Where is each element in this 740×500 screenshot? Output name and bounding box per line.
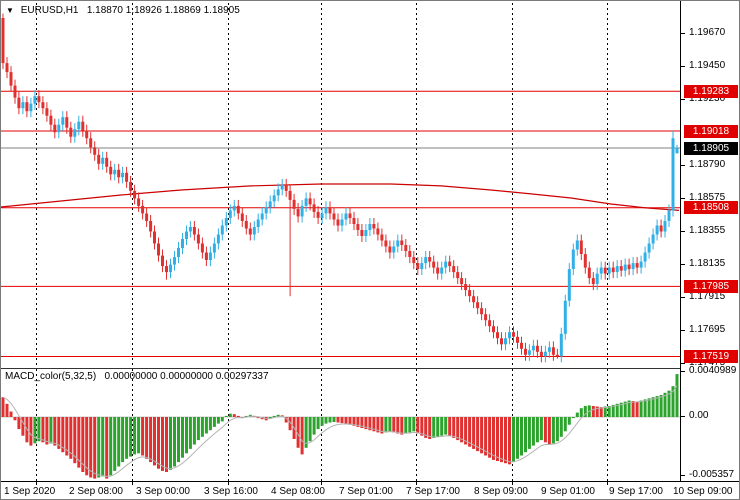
time-tick-label: 9 Sep 17:00 (609, 486, 663, 497)
symbol-dropdown-icon[interactable]: ▼ (6, 6, 14, 15)
time-tick-mark (416, 482, 417, 485)
time-tick-mark (228, 482, 229, 485)
level-price-badge: 1.18508 (684, 201, 738, 214)
time-tick-label: 1 Sep 2020 (4, 486, 56, 497)
price-tick-mark (681, 165, 685, 166)
macd-title: MACD_color(5,32,5) 0.00000000 0.00000000… (5, 371, 269, 382)
chart-title: ▼ EURUSD,H1 1.18870 1.18926 1.18869 1.18… (6, 5, 240, 16)
current-price-badge: 1.18905 (684, 142, 738, 155)
price-tick-label: 1.18575 (689, 192, 726, 203)
time-tick-label: 7 Sep 17:00 (406, 486, 460, 497)
price-tick-label: 1.17915 (689, 291, 726, 302)
time-tick-mark (132, 482, 133, 485)
price-tick-label: 1.19230 (689, 93, 726, 104)
price-axis[interactable]: 1.19670 1.19450 1.19230 1.18790 1.18575 1.183… (680, 1, 739, 481)
macd-indicator-pane[interactable] (1, 368, 680, 481)
price-tick-mark (681, 264, 685, 265)
price-tick-label: 1.19450 (689, 60, 726, 71)
time-tick-mark (36, 482, 37, 485)
price-tick-mark (681, 330, 685, 331)
price-tick-label: 1.18790 (689, 159, 726, 170)
price-tick-mark (681, 231, 685, 232)
macd-tick-label: 0.00 (689, 410, 709, 421)
symbol-period-label: EURUSD,H1 (20, 5, 79, 16)
price-tick-label: 1.18135 (689, 258, 726, 269)
time-tick-label: 3 Sep 00:00 (136, 486, 190, 497)
macd-tick-mark (681, 371, 685, 372)
macd-tick-label: 0.0040989 (689, 365, 737, 376)
time-tick-mark (607, 482, 608, 485)
ohlc-values: 1.18870 1.18926 1.18869 1.18905 (86, 5, 240, 16)
price-tick-mark (681, 297, 685, 298)
level-price-badge: 1.19018 (684, 125, 738, 138)
time-tick-label: 2 Sep 08:00 (69, 486, 123, 497)
time-tick-mark (321, 482, 322, 485)
time-axis[interactable]: 1 Sep 2020 2 Sep 08:00 3 Sep 00:00 3 Sep 16… (1, 481, 739, 499)
time-tick-label: 3 Sep 16:00 (204, 486, 258, 497)
level-price-badge: 1.17985 (684, 280, 738, 293)
level-price-badge: 1.19283 (684, 85, 738, 98)
time-tick-label: 8 Sep 09:00 (474, 486, 528, 497)
time-tick-label: 4 Sep 08:00 (271, 486, 325, 497)
price-tick-mark (681, 66, 685, 67)
time-tick-label: 7 Sep 01:00 (339, 486, 393, 497)
macd-indicator-values: 0.00000000 0.00000000 0.00297337 (104, 371, 269, 382)
price-tick-mark (681, 99, 685, 100)
price-tick-mark (681, 198, 685, 199)
main-price-chart[interactable] (1, 1, 680, 368)
price-tick-mark (681, 363, 685, 364)
price-tick-label: 1.19670 (689, 27, 726, 38)
time-tick-label: 9 Sep 01:00 (541, 486, 595, 497)
level-price-badge: 1.17519 (684, 350, 738, 363)
price-tick-label: 1.18355 (689, 225, 726, 236)
macd-indicator-name: MACD_color(5,32,5) (5, 371, 97, 382)
price-tick-label: 1.17695 (689, 324, 726, 335)
price-tick-mark (681, 33, 685, 34)
macd-tick-label: -0.005357 (689, 469, 735, 480)
macd-tick-mark (681, 416, 685, 417)
time-tick-label: 10 Sep 09:00 (673, 486, 733, 497)
time-tick-mark (512, 482, 513, 485)
macd-tick-mark (681, 475, 685, 476)
